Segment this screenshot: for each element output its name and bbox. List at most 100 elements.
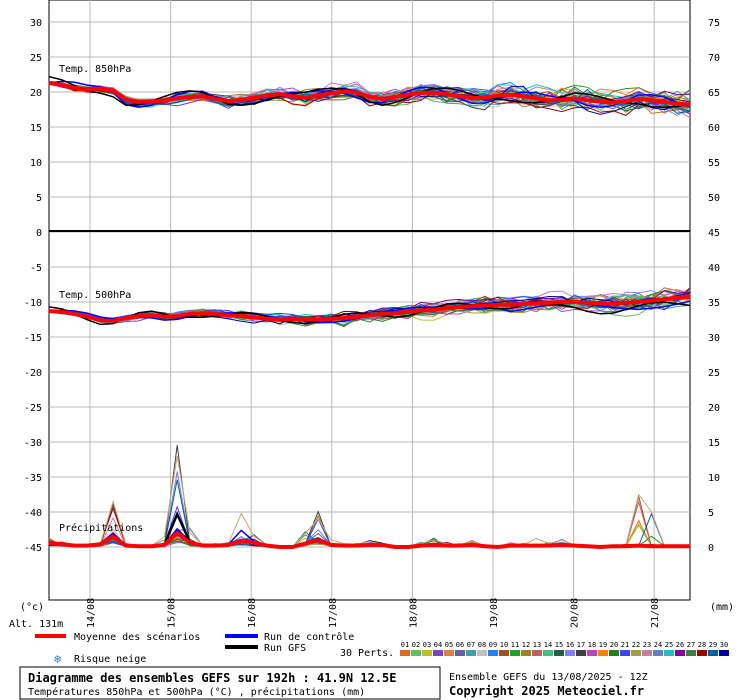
pert-number: 02	[412, 641, 420, 649]
pert-swatch	[708, 650, 718, 656]
tick-right-500: 20	[708, 403, 720, 414]
pert-swatch	[719, 650, 729, 656]
pert-number: 26	[676, 641, 684, 649]
pert-number: 01	[401, 641, 409, 649]
pert-swatch	[499, 650, 509, 656]
tick-right-500: 5	[708, 508, 714, 519]
pert-swatch	[620, 650, 630, 656]
tick-left-500: -15	[24, 333, 42, 344]
pert-number: 14	[544, 641, 552, 649]
date-label: 19/08	[489, 598, 500, 628]
pert-swatch	[422, 650, 432, 656]
right-unit: (mm)	[710, 602, 734, 613]
tick-left-850: 20	[30, 88, 42, 99]
tick-right-500: 10	[708, 473, 720, 484]
pert-swatch	[455, 650, 465, 656]
tick-right-500: 30	[708, 333, 720, 344]
label-500hpa: Temp. 500hPa	[59, 290, 131, 301]
tick-right-850: 50	[708, 193, 720, 204]
legend-gfs-label: Run GFS	[264, 643, 306, 654]
pert-number: 11	[511, 641, 519, 649]
pert-number: 28	[698, 641, 706, 649]
pert-number: 30	[720, 641, 728, 649]
pert-number: 20	[610, 641, 618, 649]
tick-right-850: 60	[708, 123, 720, 134]
legend-snow-label: Risque neige	[74, 654, 146, 665]
pert-number: 18	[588, 641, 596, 649]
pert-swatch	[543, 650, 553, 656]
pert-swatch	[400, 650, 410, 656]
perturbation-legend: 01 02 03 04 05 06 07 08 09 10 11 12 13 14 15 16 17 18 19 20…	[400, 641, 729, 656]
tick-right-850: 65	[708, 88, 720, 99]
chart-subtitle: Températures 850hPa et 500hPa (°C) , pré…	[28, 686, 365, 698]
tick-left-850: 30	[30, 18, 42, 29]
pert-swatch	[510, 650, 520, 656]
pert-swatch	[466, 650, 476, 656]
tick-left-850: 5	[36, 193, 42, 204]
tick-right-500: 15	[708, 438, 720, 449]
pert-swatch	[411, 650, 421, 656]
label-precip: Précipitations	[59, 522, 143, 534]
pert-number: 13	[533, 641, 541, 649]
pert-number: 09	[489, 641, 497, 649]
tick-left-500: -40	[24, 508, 42, 519]
pert-swatch	[433, 650, 443, 656]
tick-right-850: 45	[708, 228, 720, 239]
date-label: 18/08	[408, 598, 419, 628]
tick-left-500: -25	[24, 403, 42, 414]
pert-swatch	[609, 650, 619, 656]
tick-right-500: 0	[708, 543, 714, 554]
pert-number: 06	[456, 641, 464, 649]
pert-number: 08	[478, 641, 486, 649]
snowflake-icon: ❄	[54, 652, 61, 666]
date-label: 21/08	[650, 598, 661, 628]
pert-number: 29	[709, 641, 717, 649]
pert-swatch	[675, 650, 685, 656]
pert-number: 12	[522, 641, 530, 649]
pert-swatch	[598, 650, 608, 656]
pert-number: 05	[445, 641, 453, 649]
pert-swatch	[576, 650, 586, 656]
pert-swatch	[521, 650, 531, 656]
tick-right-500: 25	[708, 368, 720, 379]
mean-850-line	[48, 80, 691, 107]
pert-number: 10	[500, 641, 508, 649]
ensemble-means	[48, 80, 691, 549]
date-label: 17/08	[328, 598, 339, 628]
tick-right-500: 40	[708, 263, 720, 274]
left-axis-ticks: 30 25 20 15 10 5 0 -5 -10 -15 -20 -25 -30 -35 -40 -45	[24, 18, 42, 554]
pert-swatch	[587, 650, 597, 656]
tick-right-850: 70	[708, 53, 720, 64]
pert-number: 07	[467, 641, 475, 649]
tick-left-500: -20	[24, 368, 42, 379]
pert-number: 16	[566, 641, 574, 649]
left-unit: (°c)	[20, 602, 44, 613]
legend-perts-label: 30 Perts.	[340, 648, 394, 659]
title-box	[19, 666, 441, 700]
tick-left-850: 0	[36, 228, 42, 239]
tick-left-850: 25	[30, 53, 42, 64]
pert-swatch	[565, 650, 575, 656]
tick-left-500: -5	[30, 263, 42, 274]
pert-number: 25	[665, 641, 673, 649]
pert-swatch	[444, 650, 454, 656]
legend-mean-label: Moyenne des scénarios	[74, 631, 200, 643]
pert-number: 23	[643, 641, 651, 649]
pert-swatch	[686, 650, 696, 656]
pert-swatch	[488, 650, 498, 656]
run-info: Ensemble GEFS du 13/08/2025 - 12Z	[449, 672, 648, 683]
pert-number: 15	[555, 641, 563, 649]
mean-precip-line	[48, 531, 690, 549]
tick-left-500: -10	[24, 298, 42, 309]
pert-number: 03	[423, 641, 431, 649]
tick-left-850: 10	[30, 158, 42, 169]
pert-number: 04	[434, 641, 442, 649]
chart-title: Diagramme des ensembles GEFS sur 192h : …	[28, 671, 396, 685]
date-label: 20/08	[570, 598, 581, 628]
pert-swatch	[554, 650, 564, 656]
pert-number: 19	[599, 641, 607, 649]
tick-right-850: 55	[708, 158, 720, 169]
legend-control-label: Run de contrôle	[264, 631, 354, 643]
